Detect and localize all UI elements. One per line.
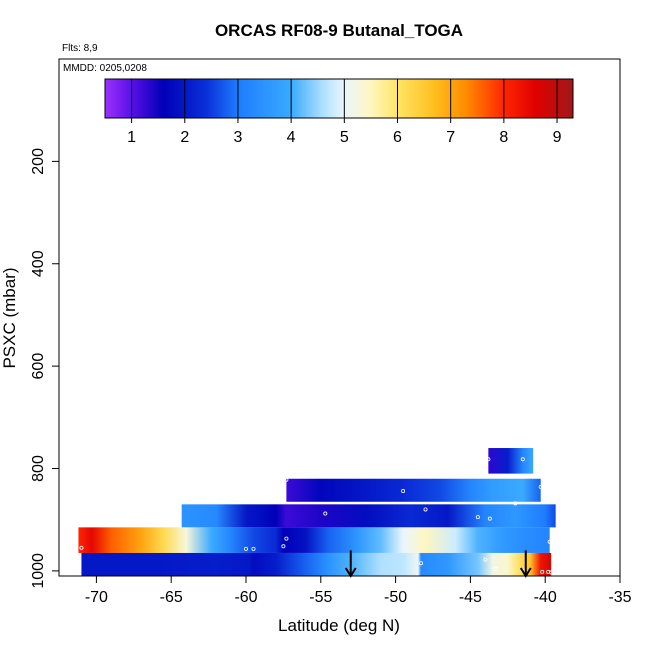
colorbar-tick-label: 3: [234, 129, 243, 146]
sample-point: [401, 489, 406, 494]
x-tick-label: -45: [459, 589, 482, 606]
sample-point: [423, 507, 428, 512]
sample-point: [284, 536, 289, 541]
colorbar-tick-label: 2: [180, 129, 189, 146]
colorbar: 1 2 3 4 5 6 7 8 9: [104, 78, 574, 146]
y-axis: 200 400 600 800 1000: [30, 148, 59, 589]
sample-point: [540, 569, 545, 574]
data-bands: [78, 448, 556, 576]
x-tick-label: -40: [534, 589, 557, 606]
colorbar-tick-label: 1: [127, 129, 136, 146]
colorbar-gradient: [105, 79, 573, 118]
y-tick-label: 200: [30, 148, 47, 175]
sample-point: [538, 484, 543, 489]
sample-points: [79, 457, 554, 575]
sample-point: [520, 457, 525, 462]
sample-point: [251, 546, 256, 551]
y-tick-label: 800: [30, 455, 47, 482]
sample-point: [323, 511, 328, 516]
sample-point: [475, 515, 480, 520]
colorbar-tick-label: 7: [446, 129, 455, 146]
colorbar-tick-label: 5: [340, 129, 349, 146]
sample-point: [547, 539, 552, 544]
sample-point: [79, 545, 84, 550]
sample-point: [281, 544, 286, 549]
flights-label: Flts: 8,9: [62, 43, 98, 54]
x-axis-label: Latitude (deg N): [278, 616, 400, 635]
x-axis: -70 -65 -60 -55 -50 -45 -40 -35: [85, 576, 632, 606]
sample-point: [483, 557, 488, 562]
x-tick-label: -35: [608, 589, 631, 606]
colorbar-tick-label: 6: [393, 129, 402, 146]
sample-point: [486, 457, 491, 462]
chart-title: ORCAS RF08-9 Butanal_TOGA: [215, 21, 463, 40]
data-band: [181, 504, 556, 528]
sample-point: [284, 477, 289, 482]
sample-point: [487, 516, 492, 521]
sample-point: [493, 566, 498, 571]
data-band: [286, 478, 541, 502]
y-tick-label: 600: [30, 353, 47, 380]
data-band: [78, 527, 550, 553]
sample-point: [419, 561, 424, 566]
y-tick-label: 1000: [30, 553, 47, 589]
sample-point: [243, 546, 248, 551]
x-tick-label: -55: [309, 589, 332, 606]
sample-point: [513, 501, 518, 506]
colorbar-tick-label: 9: [553, 129, 562, 146]
data-band: [81, 552, 552, 576]
x-tick-label: -60: [234, 589, 257, 606]
colorbar-tick-label: 4: [287, 129, 296, 146]
plot-frame: [58, 58, 621, 577]
sample-point: [549, 570, 554, 575]
x-tick-label: -50: [384, 589, 407, 606]
colorbar-frame: [104, 78, 574, 119]
y-axis-label: PSXC (mbar): [0, 267, 19, 368]
dates-label: MMDD: 0205,0208: [63, 63, 147, 74]
data-band: [488, 448, 534, 474]
x-tick-label: -70: [85, 589, 108, 606]
y-tick-label: 400: [30, 250, 47, 277]
x-tick-label: -65: [160, 589, 183, 606]
colorbar-tick-label: 8: [499, 129, 508, 146]
